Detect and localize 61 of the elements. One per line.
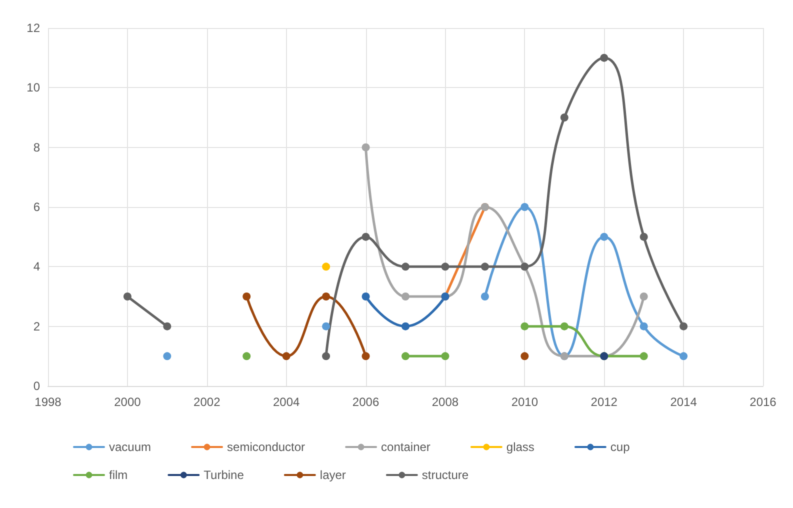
- x-tick-label: 2008: [432, 395, 459, 409]
- x-tick-label: 2010: [511, 395, 538, 409]
- y-tick-label: 6: [33, 200, 40, 214]
- legend-label: container: [381, 440, 430, 454]
- point: [402, 322, 410, 330]
- point: [560, 322, 568, 330]
- point: [600, 232, 608, 241]
- x-tick-label: 2004: [272, 395, 300, 409]
- point: [322, 322, 330, 330]
- y-tick-label: 4: [33, 260, 40, 274]
- point: [520, 203, 529, 211]
- point: [163, 352, 172, 360]
- x-tick-label: 2002: [194, 395, 221, 409]
- point: [242, 352, 251, 360]
- point: [322, 292, 330, 300]
- y-tick-label: 0: [33, 379, 40, 393]
- legend-label: layer: [320, 468, 346, 482]
- legend-label: semiconductor: [227, 440, 306, 454]
- point: [520, 322, 529, 330]
- y-tick-label: 12: [26, 21, 40, 35]
- point: [362, 232, 370, 241]
- point: [680, 352, 688, 360]
- point: [480, 292, 489, 300]
- point: [402, 352, 410, 360]
- legend-label: glass: [506, 440, 534, 454]
- point: [640, 232, 648, 241]
- x-tick-label: 2000: [114, 395, 142, 409]
- point: [560, 114, 568, 122]
- point: [242, 292, 251, 300]
- x-tick-label: 2014: [670, 395, 698, 409]
- point: [441, 262, 450, 271]
- legend-label: cup: [610, 440, 630, 454]
- point: [640, 322, 648, 330]
- point: [402, 292, 410, 300]
- x-tick-label: 2012: [590, 395, 618, 409]
- x-tick-label: 2006: [352, 395, 380, 409]
- point: [640, 292, 648, 300]
- legend-label: Turbine: [204, 468, 244, 482]
- point: [322, 262, 330, 271]
- point: [480, 262, 489, 271]
- point: [441, 352, 450, 360]
- point: [362, 352, 370, 360]
- x-tick-label: 2016: [750, 395, 777, 409]
- point: [402, 262, 410, 271]
- point: [123, 292, 132, 300]
- y-tick-label: 10: [26, 80, 40, 95]
- point: [680, 322, 688, 330]
- point: [600, 54, 608, 62]
- point: [362, 292, 370, 300]
- point: [163, 322, 172, 330]
- legend-label: vacuum: [109, 440, 152, 454]
- point: [282, 352, 290, 360]
- y-tick-label: 8: [33, 140, 40, 154]
- x-tick-label: 1998: [34, 395, 62, 409]
- legend-label: film: [109, 468, 128, 482]
- y-tick-label: 2: [33, 319, 40, 334]
- point: [520, 352, 529, 360]
- point: [640, 352, 648, 360]
- legend-label: structure: [422, 468, 469, 482]
- point: [362, 143, 370, 152]
- point: [322, 352, 330, 360]
